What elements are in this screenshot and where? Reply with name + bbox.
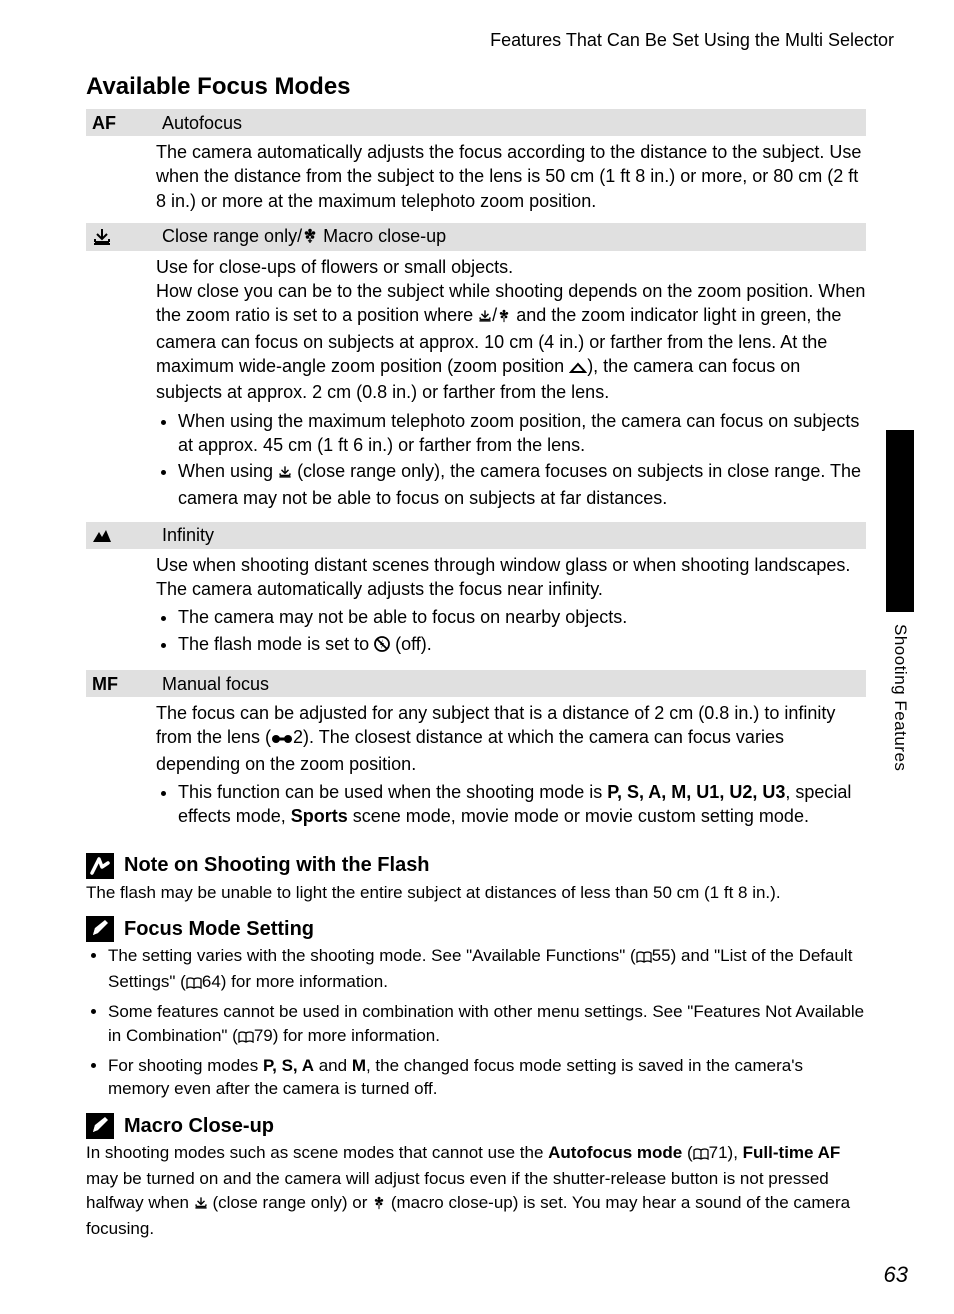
note-flash-body: The flash may be unable to light the ent… [86, 881, 866, 905]
infinity-name: Infinity [162, 523, 214, 548]
note-macro-head: Macro Close-up [86, 1113, 866, 1139]
infinity-bullet-1: The camera may not be able to focus on n… [178, 605, 866, 629]
side-tab: Shooting Features [886, 430, 914, 771]
close-range-small-icon [478, 305, 492, 329]
close-range-icon [86, 228, 162, 246]
caution-icon [86, 853, 114, 879]
side-tab-label: Shooting Features [890, 624, 910, 771]
manual-name: Manual focus [162, 672, 269, 697]
page-number: 63 [884, 1262, 908, 1288]
note-focus-setting-head: Focus Mode Setting [86, 916, 866, 942]
close-range-bullet-2: When using (close range only), the camer… [178, 459, 866, 510]
pencil-icon [86, 1113, 114, 1139]
reference-link-icon [271, 727, 293, 751]
manual-icon: MF [86, 674, 162, 695]
book-icon [238, 1026, 254, 1050]
focus-setting-bullet-2: Some features cannot be used in combinat… [108, 1000, 866, 1050]
infinity-icon [86, 529, 162, 543]
section-title: Available Focus Modes [86, 73, 866, 101]
flower-small-icon [497, 305, 511, 329]
main-content: Available Focus Modes AF Autofocus The c… [86, 73, 866, 1240]
note-flash: Note on Shooting with the Flash The flas… [86, 853, 866, 905]
autofocus-name: Autofocus [162, 111, 242, 136]
book-icon [186, 972, 202, 996]
focus-setting-bullet-1: The setting varies with the shooting mod… [108, 944, 866, 996]
mode-row-manual-head: MF Manual focus [86, 670, 866, 697]
note-focus-setting-body: The setting varies with the shooting mod… [86, 944, 866, 1101]
page: Features That Can Be Set Using the Multi… [0, 0, 954, 1314]
close-range-bullet-1: When using the maximum telephoto zoom po… [178, 409, 866, 458]
manual-bullet-1: This function can be used when the shoot… [178, 780, 866, 829]
manual-desc: The focus can be adjusted for any subjec… [86, 697, 866, 840]
focus-setting-bullet-3: For shooting modes P, S, A and M, the ch… [108, 1054, 866, 1102]
close-range-desc: Use for close-ups of flowers or small ob… [86, 251, 866, 522]
infinity-bullet-2: The flash mode is set to (off). [178, 632, 866, 658]
autofocus-icon: AF [86, 113, 162, 134]
note-focus-setting: Focus Mode Setting The setting varies wi… [86, 916, 866, 1101]
close-range-name: Close range only/ Macro close-up [162, 224, 446, 251]
note-flash-head: Note on Shooting with the Flash [86, 853, 866, 879]
book-icon [693, 1143, 709, 1167]
running-head: Features That Can Be Set Using the Multi… [0, 30, 954, 51]
mode-row-infinity-head: Infinity [86, 522, 866, 549]
flower-small-icon-2 [372, 1193, 386, 1217]
note-macro-body: In shooting modes such as scene modes th… [86, 1141, 866, 1240]
infinity-desc: Use when shooting distant scenes through… [86, 549, 866, 670]
book-icon [636, 946, 652, 970]
close-range-small-icon-3 [194, 1193, 208, 1217]
flower-icon [302, 228, 318, 249]
mode-row-autofocus-head: AF Autofocus [86, 109, 866, 136]
close-range-small-icon-2 [278, 461, 292, 485]
autofocus-desc: The camera automatically adjusts the foc… [86, 136, 866, 223]
side-tab-marker [886, 430, 914, 612]
pencil-icon [86, 916, 114, 942]
mode-row-closerange-head: Close range only/ Macro close-up [86, 223, 866, 251]
note-macro: Macro Close-up In shooting modes such as… [86, 1113, 866, 1240]
wide-angle-icon [569, 356, 587, 380]
flash-off-icon [374, 634, 390, 658]
